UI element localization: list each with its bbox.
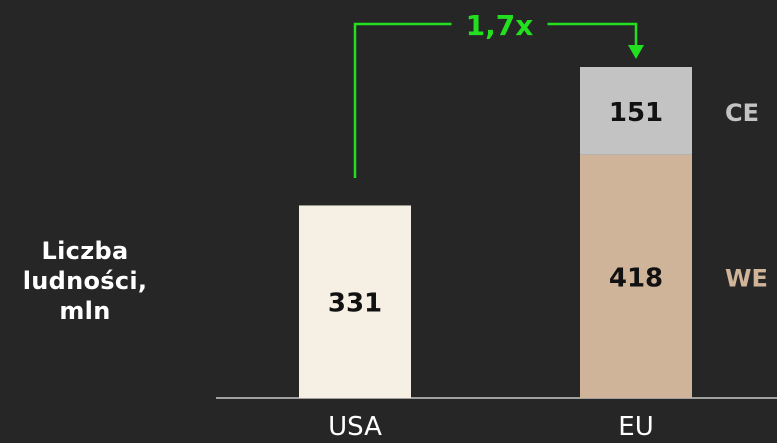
y-axis-label-line-2: ludności, xyxy=(22,267,148,295)
annotation-arrowhead xyxy=(628,45,644,59)
bar-usa-we xyxy=(299,205,411,398)
y-axis-label-line-1: Liczba xyxy=(41,237,129,265)
bar-eu-we xyxy=(580,154,692,398)
annotation-line-left xyxy=(353,22,452,178)
data-label-eu-we: 418 xyxy=(609,263,663,293)
y-axis-label-line-3: mln xyxy=(59,297,111,325)
annotation-ratio-label: 1,7x xyxy=(466,9,534,42)
y-axis-label: Liczba ludności, mln xyxy=(0,236,170,326)
legend-label-we: WE xyxy=(725,264,768,292)
data-label-usa-we: 331 xyxy=(328,289,382,319)
legend-label-ce: CE xyxy=(725,99,759,127)
bar-eu-ce xyxy=(580,67,692,155)
annotation-line-right xyxy=(547,22,638,47)
data-label-eu-ce: 151 xyxy=(609,98,663,128)
x-tick-label-usa: USA xyxy=(328,412,382,442)
x-tick-label-eu: EU xyxy=(618,412,653,442)
